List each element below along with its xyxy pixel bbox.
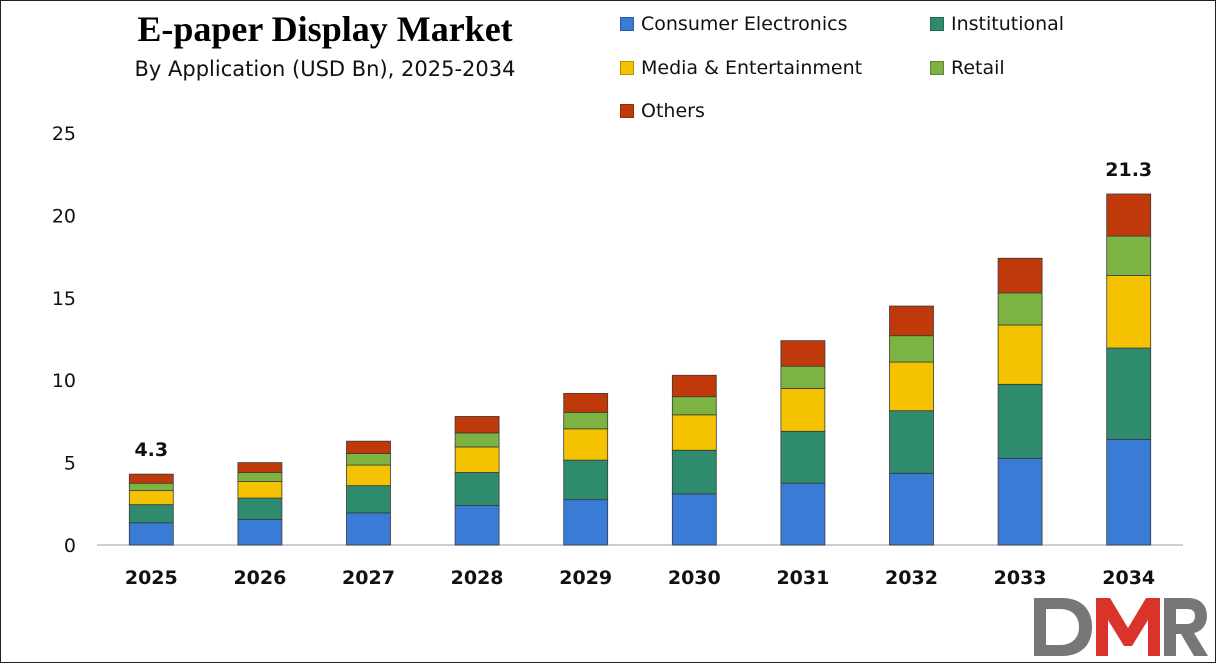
legend-swatch-media-entertainment xyxy=(620,61,634,75)
bar-segment-others-2025 xyxy=(128,473,174,484)
total-label: 21.3 xyxy=(1105,159,1152,181)
legend-item-retail: Retail xyxy=(930,57,1005,79)
dmr-logo xyxy=(1034,598,1208,656)
bar-segment-institutional-2026 xyxy=(237,497,283,520)
bar-segment-retail-2031 xyxy=(780,365,826,389)
bar-segment-media-entertainment-2034 xyxy=(1106,275,1152,349)
bar-segment-institutional-2031 xyxy=(780,430,826,484)
bar-segment-others-2029 xyxy=(563,392,609,413)
legend-item-consumer-electronics: Consumer Electronics xyxy=(620,13,847,35)
bar-segment-media-entertainment-2029 xyxy=(563,428,609,461)
bar-segment-others-2026 xyxy=(237,462,283,473)
y-tick-label: 0 xyxy=(64,535,76,557)
y-tick-label: 5 xyxy=(64,453,76,475)
bar-segment-others-2032 xyxy=(889,305,934,337)
bar-segment-retail-2033 xyxy=(997,292,1043,326)
bar-segment-others-2028 xyxy=(454,416,500,434)
x-tick-label: 2028 xyxy=(451,567,504,589)
bar-segment-consumer-electronics-2030 xyxy=(671,493,717,546)
y-tick-label: 15 xyxy=(52,288,76,310)
bar-segment-retail-2029 xyxy=(563,411,609,430)
legend-label: Institutional xyxy=(951,13,1065,35)
x-tick-label: 2027 xyxy=(342,567,395,589)
bar-segment-media-entertainment-2032 xyxy=(889,361,934,412)
legend-swatch-retail xyxy=(930,61,944,75)
bar-segment-institutional-2025 xyxy=(128,504,174,524)
bar-segment-consumer-electronics-2026 xyxy=(237,519,283,546)
bar-segment-consumer-electronics-2029 xyxy=(563,499,609,546)
x-tick-label: 2034 xyxy=(1102,567,1155,589)
x-tick-label: 2029 xyxy=(559,567,612,589)
legend-swatch-consumer-electronics xyxy=(620,17,634,31)
legend-item-institutional: Institutional xyxy=(930,13,1064,35)
bar-segment-media-entertainment-2028 xyxy=(454,446,500,473)
bar-segment-institutional-2032 xyxy=(889,410,934,474)
x-tick-label: 2033 xyxy=(994,567,1047,589)
bar-segment-consumer-electronics-2033 xyxy=(997,458,1043,546)
chart-subtitle: By Application (USD Bn), 2025-2034 xyxy=(134,57,516,81)
y-tick-label: 20 xyxy=(52,205,76,227)
bar-segment-institutional-2028 xyxy=(454,472,500,506)
bar-segment-media-entertainment-2031 xyxy=(780,388,826,432)
x-tick-label: 2031 xyxy=(776,567,829,589)
legend-item-media-entertainment: Media & Entertainment xyxy=(620,57,862,79)
chart-title: E-paper Display Market xyxy=(137,9,513,49)
bar-segment-retail-2032 xyxy=(889,335,934,363)
bar-segment-media-entertainment-2027 xyxy=(346,464,391,487)
bar-segment-retail-2028 xyxy=(454,432,500,448)
bar-segment-consumer-electronics-2031 xyxy=(780,482,826,546)
bar-segment-retail-2027 xyxy=(346,453,391,466)
x-tick-label: 2026 xyxy=(233,567,286,589)
legend-swatch-institutional xyxy=(930,17,944,31)
bar-segment-consumer-electronics-2034 xyxy=(1106,439,1152,546)
legend-swatch-others xyxy=(620,104,634,118)
bar-segment-retail-2030 xyxy=(671,396,717,416)
bar-segment-consumer-electronics-2027 xyxy=(346,512,391,546)
bar-segment-institutional-2033 xyxy=(997,383,1043,459)
bar-segment-others-2027 xyxy=(346,440,391,454)
bar-segment-media-entertainment-2033 xyxy=(997,324,1043,385)
chart-legend: Consumer Electronics Institutional Media… xyxy=(620,10,1180,140)
bar-segment-retail-2026 xyxy=(237,472,283,482)
bar-segment-consumer-electronics-2032 xyxy=(889,472,934,546)
legend-label: Others xyxy=(641,100,705,122)
bar-segment-institutional-2034 xyxy=(1106,347,1152,440)
bar-segment-media-entertainment-2030 xyxy=(671,414,717,451)
x-tick-label: 2030 xyxy=(668,567,721,589)
x-tick-label: 2032 xyxy=(885,567,938,589)
legend-label: Retail xyxy=(951,57,1005,79)
legend-label: Media & Entertainment xyxy=(641,57,863,79)
bar-segment-media-entertainment-2026 xyxy=(237,481,283,499)
bar-segment-others-2033 xyxy=(997,257,1043,294)
bar-segment-institutional-2027 xyxy=(346,485,391,514)
legend-item-others: Others xyxy=(620,100,705,122)
legend-label: Consumer Electronics xyxy=(641,13,848,35)
bar-segment-institutional-2030 xyxy=(671,449,717,495)
bar-segment-others-2034 xyxy=(1106,193,1152,237)
bar-segment-institutional-2029 xyxy=(563,459,609,501)
bar-segment-consumer-electronics-2025 xyxy=(128,522,174,546)
bar-segment-media-entertainment-2025 xyxy=(128,490,174,506)
bar-segment-retail-2025 xyxy=(128,482,174,492)
bar-segment-retail-2034 xyxy=(1106,235,1152,276)
x-tick-label: 2025 xyxy=(125,567,178,589)
bar-segment-others-2030 xyxy=(671,374,717,398)
y-tick-label: 25 xyxy=(52,123,76,145)
total-label: 4.3 xyxy=(134,439,168,461)
bar-segment-others-2031 xyxy=(780,340,826,367)
bar-segment-consumer-electronics-2028 xyxy=(454,505,500,546)
y-tick-label: 10 xyxy=(52,370,76,392)
